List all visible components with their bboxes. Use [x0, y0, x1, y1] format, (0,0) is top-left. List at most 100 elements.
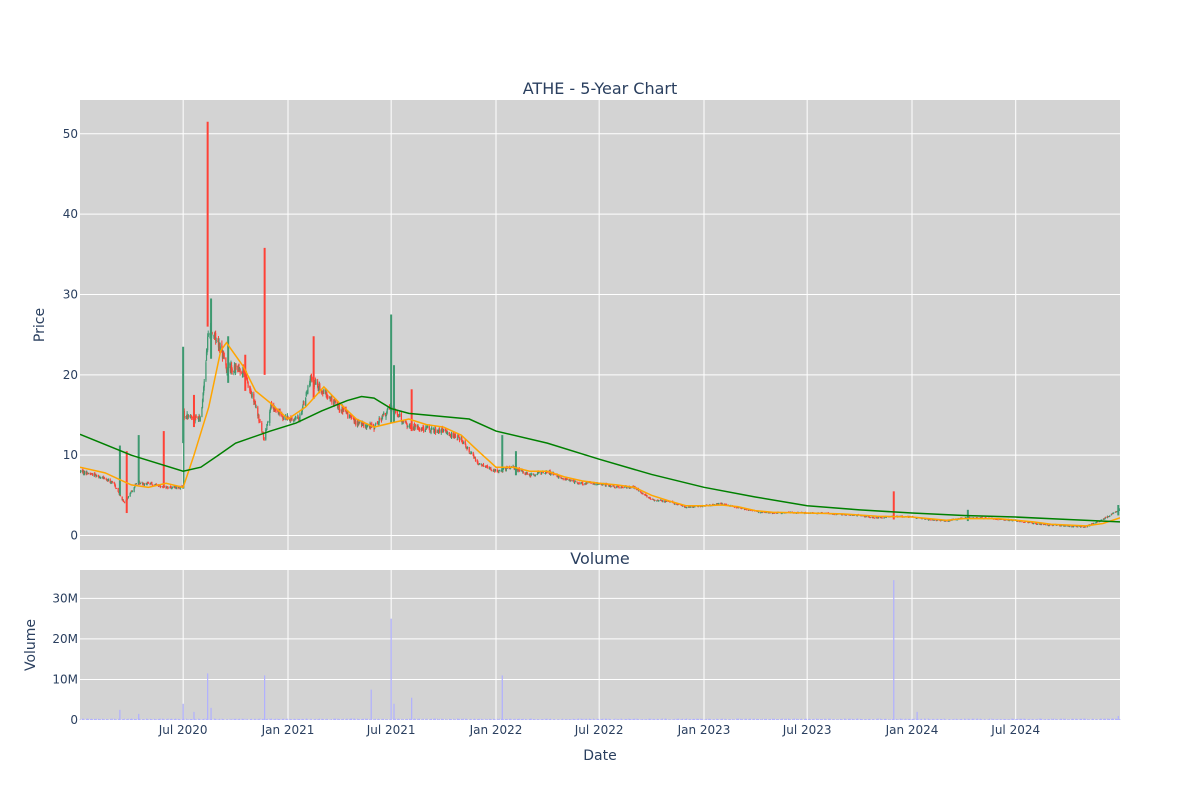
- candle-body: [1008, 520, 1011, 522]
- candle-body: [746, 509, 748, 511]
- candle-body: [721, 503, 723, 505]
- candle-body: [473, 454, 475, 458]
- candle-body: [310, 375, 312, 380]
- candle-body: [158, 486, 160, 487]
- candle-body: [318, 386, 320, 390]
- candle-body: [355, 421, 357, 425]
- candle-body: [480, 463, 482, 465]
- candle-body: [205, 362, 207, 381]
- candle-body: [546, 471, 548, 473]
- candle-body: [454, 433, 456, 437]
- candle-body: [477, 463, 479, 465]
- candle-body: [734, 507, 736, 509]
- candle-body: [257, 407, 259, 416]
- candle-body: [203, 386, 205, 394]
- volume-subplot-title: Volume: [570, 549, 630, 568]
- volume-tick-label: 30M: [52, 591, 78, 605]
- candle-body: [245, 373, 247, 378]
- candle-body: [225, 357, 227, 366]
- candle-body: [1105, 517, 1107, 518]
- candle-body: [195, 416, 197, 418]
- candle-body: [939, 520, 942, 522]
- candle-body: [766, 512, 768, 514]
- candle-body: [171, 487, 173, 488]
- candle-body: [135, 484, 137, 485]
- candle-body: [409, 424, 412, 429]
- candle-body: [201, 407, 203, 418]
- candle-body: [1005, 519, 1007, 521]
- candle-body: [379, 417, 381, 421]
- candle-body: [277, 410, 279, 414]
- candle-body: [305, 397, 307, 407]
- candle-body: [397, 414, 399, 417]
- candle-body: [291, 417, 293, 421]
- date-tick-label: Jan 2024: [885, 723, 939, 737]
- candle-body: [477, 460, 479, 465]
- candle-body: [445, 430, 447, 432]
- candle-body: [470, 452, 472, 454]
- candle-body: [597, 483, 599, 485]
- candle-body: [271, 404, 273, 407]
- candle-body: [97, 475, 99, 477]
- candle-body: [371, 423, 373, 426]
- candle-body: [692, 506, 694, 508]
- candle-body: [566, 479, 568, 481]
- candle-body: [660, 499, 662, 501]
- candle-body: [114, 485, 116, 488]
- candle-body: [395, 410, 397, 412]
- candle-body: [378, 423, 380, 425]
- candle-body: [760, 512, 762, 514]
- candlestick-series: [80, 121, 1120, 528]
- candle-body: [1118, 509, 1120, 511]
- date-tick-label: Jan 2022: [469, 723, 523, 737]
- candle-body: [666, 501, 668, 503]
- candle-body: [698, 506, 700, 507]
- candle-body: [649, 498, 652, 500]
- candle-body: [270, 403, 272, 409]
- candle-body: [223, 352, 225, 359]
- candle-body: [1113, 512, 1115, 514]
- candle-body: [91, 473, 93, 475]
- candle-body: [457, 435, 459, 439]
- candle-body: [434, 428, 437, 433]
- candle-body: [103, 477, 106, 479]
- candle-body: [845, 514, 848, 516]
- candle-body: [873, 517, 875, 519]
- candle-body: [246, 377, 248, 379]
- volume-plot-area: [80, 570, 1120, 720]
- date-tick-label: Jul 2024: [990, 723, 1040, 737]
- long-moving-average-line: [80, 395, 1120, 523]
- candle-body: [151, 481, 153, 485]
- volume-bars: [79, 580, 1121, 720]
- candle-body: [596, 482, 598, 486]
- candle-body: [418, 428, 420, 430]
- candle-body: [261, 431, 263, 433]
- candle-body: [621, 486, 623, 488]
- candle-body: [269, 409, 271, 412]
- candle-body: [469, 452, 471, 454]
- candle-body: [254, 403, 257, 408]
- candle-body: [162, 486, 164, 488]
- candle-body: [89, 472, 91, 474]
- candle-body: [239, 368, 241, 373]
- candle-body: [674, 503, 676, 505]
- candle-body: [387, 407, 389, 410]
- candle-body: [123, 501, 125, 502]
- candle-body: [880, 517, 882, 519]
- candle-body: [145, 483, 147, 485]
- candle-body: [576, 481, 578, 483]
- candle-body: [421, 427, 424, 429]
- candle-body: [385, 412, 388, 414]
- date-axis-title: Date: [583, 748, 616, 764]
- candle-body: [293, 419, 295, 422]
- candle-body: [170, 486, 172, 488]
- candle-body: [1080, 526, 1082, 527]
- candle-body: [129, 493, 131, 497]
- volume-tick-label: 10M: [52, 672, 78, 686]
- candle-body: [593, 483, 596, 485]
- candle-body: [150, 483, 152, 485]
- candle-body: [502, 467, 505, 470]
- candle-body: [297, 417, 299, 418]
- candle-body: [155, 484, 157, 485]
- candle-body: [415, 424, 417, 427]
